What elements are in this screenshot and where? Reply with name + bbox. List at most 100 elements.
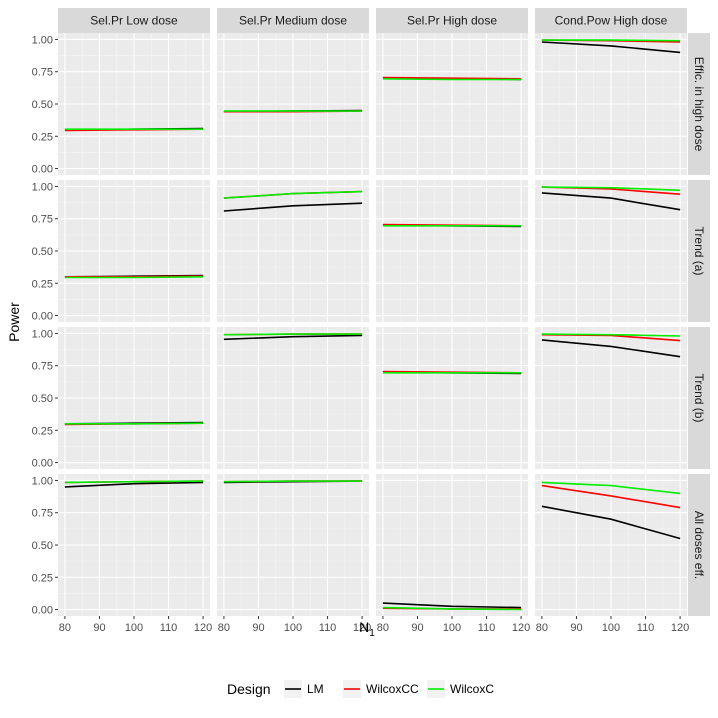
x-tick-label: 100 — [125, 622, 143, 634]
x-tick-label: 110 — [319, 622, 337, 634]
legend-label: LM — [307, 682, 324, 696]
legend-item-wilcoxc: WilcoxC — [427, 680, 494, 698]
series-line-wilcoxc — [541, 186, 681, 192]
column-strip-label: Sel.Pr High dose — [407, 14, 497, 28]
column-strip-label: Cond.Pow High dose — [555, 14, 668, 28]
y-tick-label: 1.00 — [32, 181, 53, 193]
column-strip — [217, 8, 369, 33]
x-tick-label: 80 — [59, 622, 71, 634]
y-tick-label: 0.25 — [32, 425, 53, 437]
series-line-lm — [223, 334, 363, 341]
legend-item-lm: LM — [284, 680, 324, 698]
row-strip-label: Effic. in high dose — [692, 57, 706, 152]
x-tick-label: 100 — [602, 622, 620, 634]
panel-r1-c3 — [376, 33, 528, 175]
series-line-wilcoxc — [541, 333, 681, 337]
series-line-lm — [64, 481, 204, 488]
y-axis-title: Power — [6, 302, 22, 342]
x-tick-label: 120 — [512, 622, 530, 634]
y-tick-label: 0.25 — [32, 572, 53, 584]
y-tick-label: 0.75 — [32, 67, 53, 79]
panel-r2-c3 — [376, 180, 528, 322]
y-tick-label: 0.75 — [32, 508, 53, 520]
panel-r2-c4 — [535, 180, 687, 322]
x-tick-label: 90 — [252, 622, 264, 634]
column-strip — [58, 8, 210, 33]
x-tick-label: 100 — [443, 622, 461, 634]
row-strip — [688, 33, 710, 175]
y-tick-label: 1.00 — [32, 328, 53, 340]
legend-item-wilcoxcc: WilcoxCC — [343, 680, 419, 698]
panel-r1-c4 — [535, 33, 687, 175]
strips-layer: Sel.Pr Low dose Sel.Pr Medium dose Sel.Pr … — [58, 8, 710, 616]
column-strip — [535, 8, 687, 33]
panel-r3-c3 — [376, 327, 528, 469]
series-line-wilcoxc — [541, 39, 681, 42]
series-line-lm — [382, 602, 522, 609]
y-tick-label: 0.50 — [32, 393, 53, 405]
panel-r2-c2 — [217, 180, 369, 322]
panels-layer — [58, 33, 687, 616]
series-line-wilcoxc — [64, 276, 204, 279]
panel-r2-c1 — [58, 180, 210, 322]
y-tick-label: 1.00 — [32, 475, 53, 487]
legend-label: WilcoxCC — [366, 682, 419, 696]
x-tick-label: 100 — [284, 622, 302, 634]
panel-r3-c2 — [217, 327, 369, 469]
axes-layer: 0.00 0.25 0.50 0.75 1.00 0.00 0.25 0.50 0.75 1.00… — [32, 34, 690, 634]
y-tick-label: 0.00 — [32, 311, 53, 323]
panel-r1-c1 — [58, 33, 210, 175]
series-line-lm — [541, 192, 681, 211]
row-strip-label: Trend (b) — [692, 374, 706, 423]
x-tick-label: 110 — [478, 622, 496, 634]
x-axis-title-subscript: 1 — [369, 628, 375, 639]
series-line-wilcoxc — [223, 333, 363, 336]
legend: Design LM WilcoxCC WilcoxC — [227, 680, 494, 698]
legend-label: WilcoxC — [450, 682, 494, 696]
x-tick-label: 120 — [194, 622, 212, 634]
y-tick-label: 0.50 — [32, 99, 53, 111]
panel-r3-c1 — [58, 327, 210, 469]
row-strip — [688, 180, 710, 322]
y-tick-label: 0.00 — [32, 164, 53, 176]
row-strip-label: Trend (a) — [692, 227, 706, 276]
y-tick-label: 0.50 — [32, 246, 53, 258]
series-line-wilcoxcc — [541, 484, 681, 509]
row-strip-label: All doses eff. — [692, 511, 706, 579]
column-strip-label: Sel.Pr Low dose — [90, 14, 178, 28]
x-tick-label: 80 — [536, 622, 548, 634]
panel-r4-c4 — [535, 474, 687, 616]
panel-r4-c1 — [58, 474, 210, 616]
x-tick-label: 110 — [637, 622, 655, 634]
series-line-wilcoxcc — [382, 76, 522, 80]
series-line-wilcoxc — [382, 606, 522, 611]
series-line-lm — [541, 41, 681, 54]
y-tick-label: 0.25 — [32, 131, 53, 143]
legend-title: Design — [227, 681, 271, 697]
x-tick-label: 80 — [377, 622, 389, 634]
x-tick-label: 110 — [160, 622, 178, 634]
series-line-wilcoxc — [223, 480, 363, 483]
x-tick-label: 120 — [353, 622, 371, 634]
panel-r3-c4 — [535, 327, 687, 469]
row-strip — [688, 327, 710, 469]
x-tick-label: 120 — [671, 622, 689, 634]
y-tick-label: 1.00 — [32, 34, 53, 46]
series-line-wilcoxc — [223, 190, 363, 199]
series-line-wilcoxc — [541, 481, 681, 495]
panel-r4-c2 — [217, 474, 369, 616]
row-strip — [688, 474, 710, 616]
x-tick-label: 90 — [570, 622, 582, 634]
y-tick-label: 0.25 — [32, 278, 53, 290]
y-tick-label: 0.00 — [32, 458, 53, 470]
y-tick-label: 0.75 — [32, 361, 53, 373]
series-line-lm — [223, 202, 363, 212]
column-strip-label: Sel.Pr Medium dose — [239, 14, 347, 28]
y-tick-label: 0.50 — [32, 540, 53, 552]
x-tick-label: 90 — [411, 622, 423, 634]
series-line-wilcoxc — [64, 422, 204, 425]
series-line-wilcoxc — [64, 480, 204, 484]
x-axis-title: N1 — [359, 619, 375, 639]
x-tick-label: 80 — [218, 622, 230, 634]
